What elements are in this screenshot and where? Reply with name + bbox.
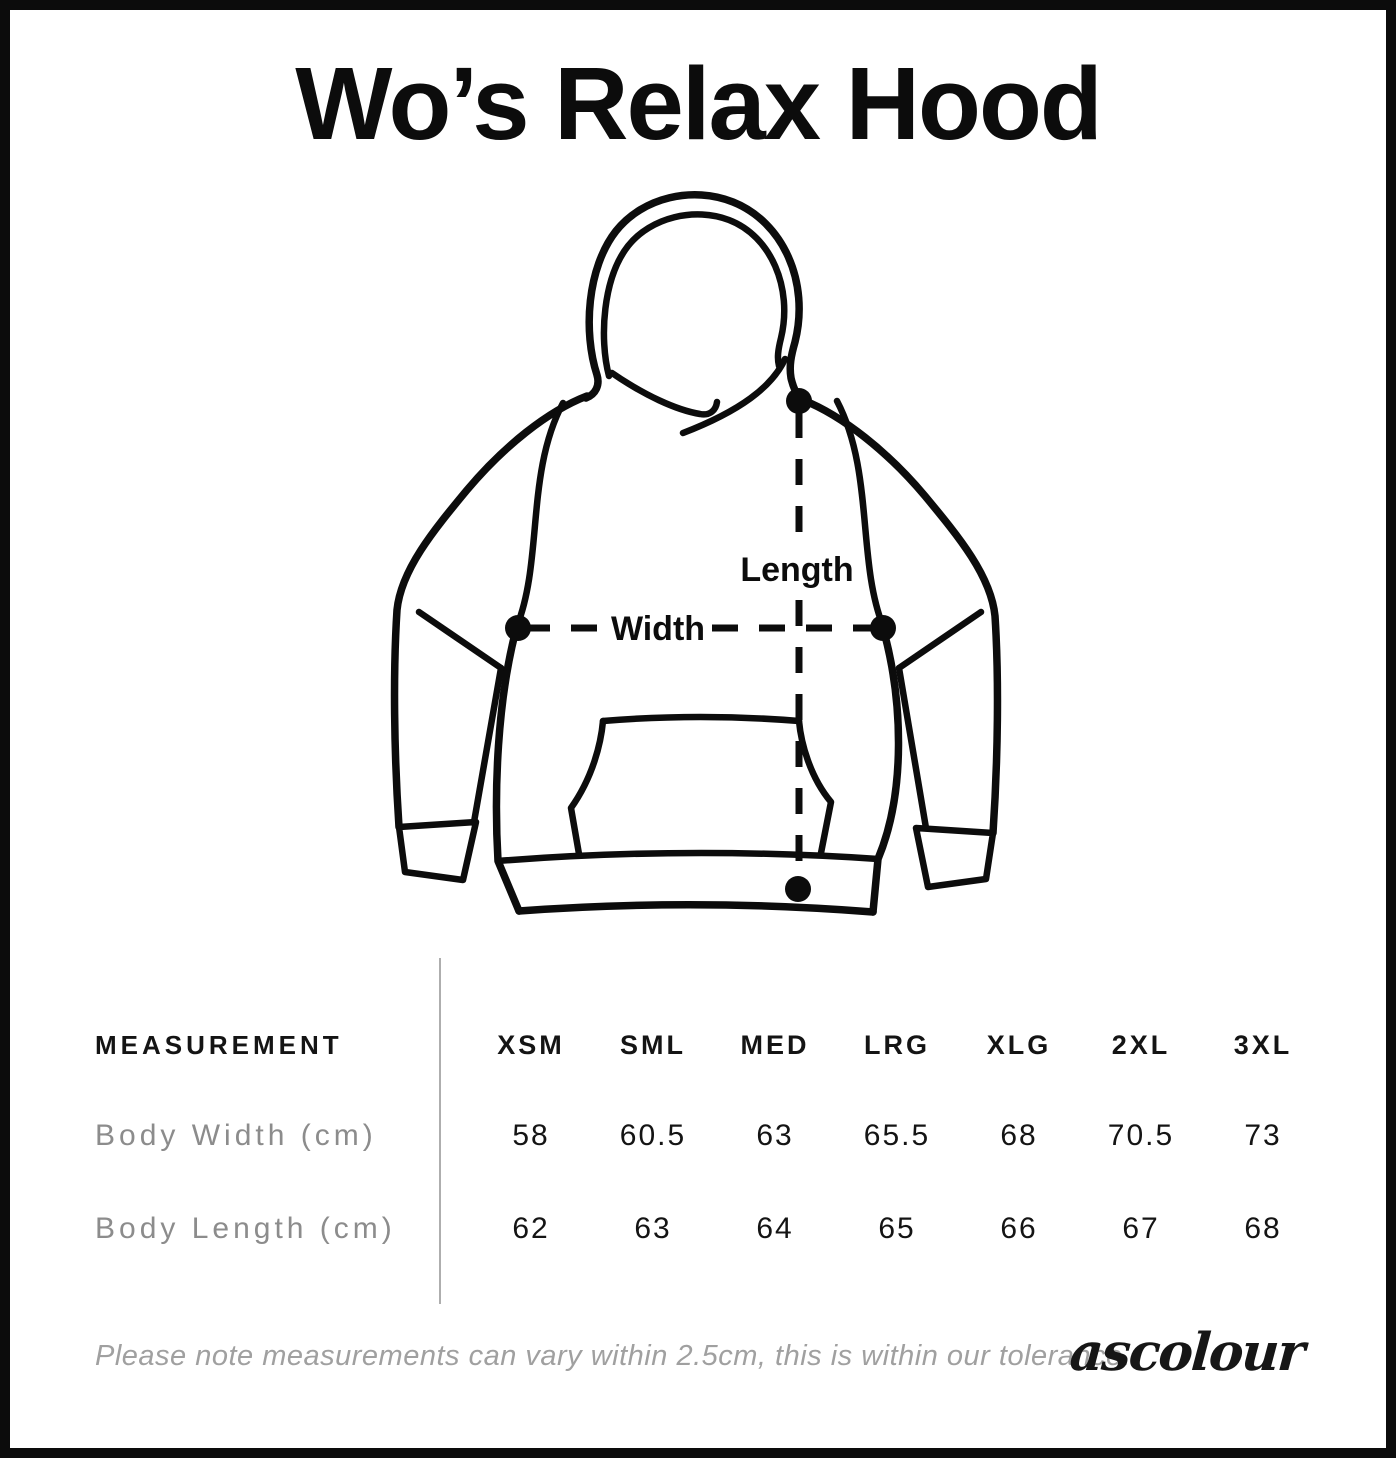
size-header-2xl: 2XL [1111, 1029, 1171, 1060]
size-header-xlg: XLG [986, 1029, 1052, 1060]
length-bottom-dot [785, 876, 811, 902]
hood-drape-left-line [608, 369, 721, 418]
body-right-edge [869, 624, 903, 916]
pocket-top-edge [599, 713, 803, 725]
hood-outer-outline [582, 191, 805, 405]
table-header-row: MEASUREMENT XSM SML MED LRG XLG 2XL 3XL [95, 1020, 1324, 1070]
tolerance-note: Please note measurements can vary within… [95, 1340, 1132, 1372]
body-length-2xl: 67 [1122, 1212, 1160, 1245]
body-length-xsm: 62 [512, 1212, 550, 1245]
body-length-xlg: 66 [1000, 1212, 1038, 1245]
row-label-body-width: Body Width (cm) [95, 1119, 377, 1152]
left-underarm-seam [415, 608, 505, 672]
left-cuff [395, 818, 480, 884]
hem-band-top-line [494, 849, 882, 865]
table-row-body-width: Body Width (cm) 58 60.5 63 65.5 68 70.5 … [95, 1111, 1324, 1161]
body-width-3xl: 73 [1244, 1119, 1282, 1152]
right-underarm-seam [895, 608, 985, 672]
table-row-body-length: Body Length (cm) 62 63 64 65 66 67 68 [95, 1204, 1324, 1254]
ascolour-logo: ascolour [1067, 1322, 1306, 1383]
size-header-xsm: XSM [497, 1029, 565, 1060]
right-sleeve-inner-edge [895, 664, 930, 832]
pocket-right-edge [795, 717, 835, 857]
right-sleeve-outer-edge [799, 396, 1002, 837]
body-length-3xl: 68 [1244, 1212, 1282, 1245]
right-armhole-curve [833, 397, 887, 630]
length-label: Length [740, 551, 853, 589]
size-header-3xl: 3XL [1233, 1029, 1293, 1060]
left-sleeve-outer-edge [390, 392, 591, 831]
body-length-lrg: 65 [878, 1212, 916, 1245]
hood-drape-right-line [679, 355, 789, 437]
page-title: Wo’s Relax Hood [295, 46, 1103, 161]
body-length-med: 64 [756, 1212, 794, 1245]
body-width-med: 63 [756, 1119, 794, 1152]
width-left-dot [505, 615, 531, 641]
body-left-edge [492, 622, 523, 915]
left-armhole-curve [513, 399, 567, 630]
width-label: Width [611, 610, 705, 648]
left-sleeve-inner-edge [470, 664, 505, 826]
body-width-sml: 60.5 [619, 1119, 687, 1152]
width-label-bg [606, 608, 710, 648]
length-label-bg [740, 548, 854, 590]
body-length-sml: 63 [634, 1212, 672, 1245]
size-header-sml: SML [620, 1029, 686, 1060]
row-label-body-length: Body Length (cm) [95, 1212, 396, 1245]
length-top-dot [786, 388, 812, 414]
size-header-med: MED [740, 1029, 810, 1060]
width-right-dot [870, 615, 896, 641]
body-width-2xl: 70.5 [1107, 1119, 1175, 1152]
pocket-left-edge [567, 717, 607, 858]
body-width-xsm: 58 [512, 1119, 550, 1152]
right-cuff [912, 824, 997, 891]
measurement-header: MEASUREMENT [95, 1029, 343, 1060]
hem-band-bottom-line [515, 900, 877, 916]
body-width-lrg: 65.5 [863, 1119, 931, 1152]
table-divider-line [439, 958, 441, 1304]
size-header-lrg: LRG [864, 1029, 930, 1060]
body-width-xlg: 68 [1000, 1119, 1038, 1152]
hood-inner-line [600, 211, 788, 380]
hoodie-measurement-diagram: Length Width [390, 191, 1002, 916]
